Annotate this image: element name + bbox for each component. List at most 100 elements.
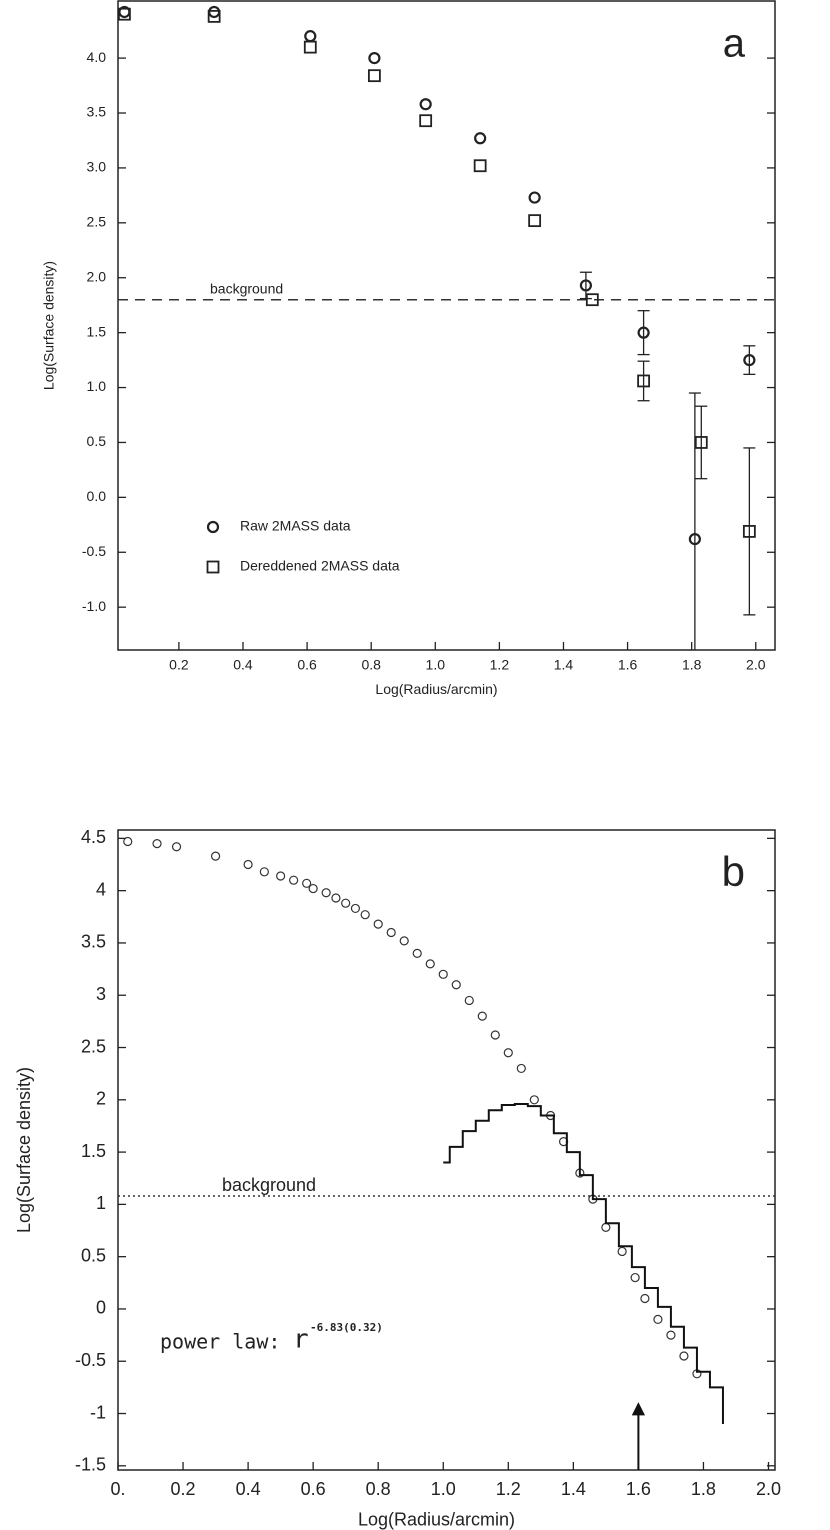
x-tick-label: 2.0	[756, 1479, 781, 1499]
point	[425, 959, 435, 969]
point	[289, 875, 299, 885]
panel-label: b	[722, 848, 745, 895]
legend-label: Dereddened 2MASS data	[240, 558, 400, 574]
x-tick-label: 1.6	[618, 657, 638, 673]
y-tick-label: 1	[96, 1193, 106, 1213]
point	[474, 132, 487, 145]
y-tick-label: 2.5	[87, 214, 107, 230]
point	[631, 1402, 646, 1416]
point	[368, 52, 381, 65]
legend-label: Raw 2MASS data	[240, 518, 351, 534]
x-tick-label: 0.2	[171, 1479, 196, 1499]
y-tick-label: 4.0	[87, 49, 107, 65]
annotation: power law:	[160, 1330, 280, 1354]
y-axis-label: Log(Surface density)	[41, 261, 57, 390]
y-tick-label: 0	[96, 1298, 106, 1318]
x-tick-label: 1.8	[682, 657, 702, 673]
point	[694, 436, 708, 449]
x-tick-label: 2.0	[746, 657, 766, 673]
point	[208, 5, 221, 19]
point	[399, 936, 409, 946]
point	[304, 30, 317, 43]
y-tick-label: -0.5	[82, 543, 106, 559]
x-tick-label: 1.8	[691, 1479, 716, 1499]
y-tick-label: 0.0	[87, 488, 107, 504]
y-tick-label: 2	[96, 1089, 106, 1109]
point	[637, 374, 650, 388]
point	[123, 836, 133, 847]
x-tick-label: 1.2	[490, 657, 510, 673]
x-tick-label: 1.2	[496, 1479, 521, 1499]
y-tick-label: -1.5	[75, 1455, 106, 1475]
point	[308, 883, 318, 894]
point	[373, 919, 383, 929]
panel-label: a	[723, 22, 746, 66]
x-tick-label: 0.6	[301, 1479, 326, 1499]
point	[321, 888, 331, 898]
point	[243, 859, 253, 870]
point	[585, 293, 599, 307]
x-tick-label: 0.	[110, 1479, 125, 1499]
point	[451, 980, 461, 990]
x-tick-label: 1.4	[554, 657, 574, 673]
point	[210, 851, 221, 861]
x-axis-label: Log(Radius/arcmin)	[358, 1510, 515, 1530]
annotation: -6.83(0.32)	[310, 1321, 383, 1334]
background-label: background	[210, 280, 283, 296]
point	[386, 927, 396, 938]
point	[152, 838, 162, 849]
point	[490, 1030, 500, 1040]
y-tick-label: 3.5	[87, 104, 107, 120]
step-line	[443, 1102, 724, 1424]
point	[742, 525, 756, 538]
point	[259, 867, 269, 877]
point	[601, 1222, 611, 1232]
x-tick-label: 0.4	[236, 1479, 261, 1499]
x-tick-label: 1.0	[431, 1479, 456, 1499]
point	[412, 948, 422, 958]
point	[302, 878, 312, 888]
plot-frame	[117, 829, 776, 1471]
point	[617, 1246, 627, 1257]
y-axis-label: Log(Surface density)	[14, 1067, 34, 1233]
point	[528, 214, 542, 228]
y-tick-label: 2.5	[81, 1036, 106, 1056]
point	[331, 893, 341, 903]
x-tick-label: 0.4	[233, 657, 253, 673]
y-tick-label: 1.0	[87, 378, 107, 394]
y-tick-label: 4.5	[81, 827, 106, 847]
point	[473, 159, 487, 173]
point	[341, 898, 351, 908]
point	[640, 1293, 650, 1304]
x-tick-label: 1.0	[426, 657, 446, 673]
point	[679, 1351, 689, 1361]
point	[360, 910, 370, 920]
y-tick-label: 0.5	[87, 433, 107, 449]
x-tick-label: 0.8	[366, 1479, 391, 1499]
x-axis-label: Log(Radius/arcmin)	[375, 681, 497, 697]
legend-marker	[206, 560, 220, 574]
point	[653, 1314, 663, 1325]
x-tick-label: 1.6	[626, 1479, 651, 1499]
plot-frame	[117, 0, 776, 651]
y-tick-label: 3.5	[81, 932, 106, 952]
point	[688, 532, 701, 546]
point	[630, 1272, 640, 1283]
legend-marker	[206, 520, 220, 534]
point	[419, 98, 432, 111]
point	[503, 1048, 513, 1058]
point	[419, 114, 433, 128]
x-tick-label: 1.4	[561, 1479, 586, 1499]
point	[528, 191, 541, 204]
x-tick-label: 0.8	[361, 657, 381, 673]
y-tick-label: 0.5	[81, 1245, 106, 1265]
x-tick-label: 0.6	[297, 657, 317, 673]
point	[579, 279, 593, 292]
annotation: r	[293, 1325, 309, 1355]
x-tick-label: 0.2	[169, 657, 189, 673]
point	[666, 1330, 676, 1340]
y-tick-label: -1.0	[82, 598, 106, 614]
y-tick-label: -1	[90, 1402, 106, 1422]
point	[743, 353, 756, 367]
